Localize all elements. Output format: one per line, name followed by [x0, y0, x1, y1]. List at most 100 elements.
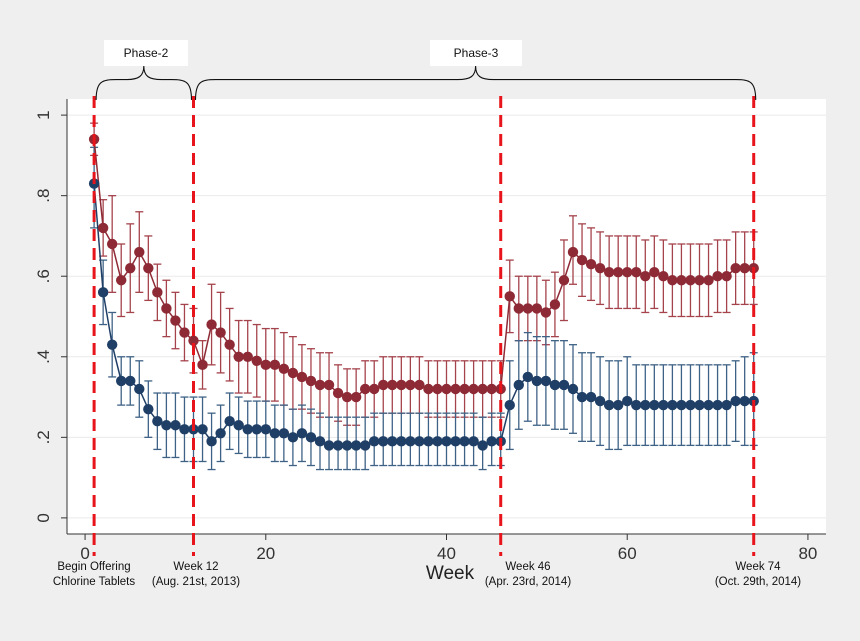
- series-red-point: [676, 275, 687, 286]
- x-tick-label: 0: [80, 544, 89, 563]
- series-red-point: [486, 383, 497, 395]
- series-blue-point: [134, 383, 145, 395]
- series-blue-point: [359, 440, 371, 451]
- series-red-point: [170, 315, 181, 326]
- series-red-point: [97, 222, 109, 234]
- y-tick-label: 1: [34, 110, 53, 119]
- series-red-point: [206, 319, 217, 330]
- annotation-week12: Week 12 (Aug. 21st, 2013): [140, 560, 252, 590]
- annotation-week46-line1: Week 46: [505, 561, 551, 573]
- series-blue-point: [649, 399, 660, 411]
- series-red-point: [694, 275, 705, 286]
- series-red-point: [549, 299, 561, 310]
- series-blue-point: [739, 395, 750, 407]
- series-blue-point: [612, 399, 624, 411]
- series-red-point: [513, 303, 524, 314]
- series-blue-point: [703, 399, 714, 411]
- series-red-point: [721, 271, 732, 282]
- series-blue-point: [432, 436, 443, 447]
- annotation-week74-line2: (Oct. 29th, 2014): [714, 576, 802, 588]
- series-red-point: [369, 383, 380, 395]
- series-blue-point: [414, 436, 425, 447]
- series-red-point: [730, 262, 741, 274]
- series-blue-point: [287, 432, 299, 443]
- series-blue-point: [486, 436, 497, 447]
- series-red-point: [522, 303, 534, 314]
- series-blue-point: [143, 403, 154, 415]
- series-red-point: [468, 383, 479, 395]
- series-red-point: [106, 238, 118, 250]
- series-red-point: [287, 367, 299, 379]
- y-tick-label: .4: [34, 350, 53, 364]
- series-red-point: [477, 383, 488, 395]
- series-red-point: [387, 379, 398, 391]
- series-blue-point: [504, 399, 515, 411]
- series-red-point: [134, 246, 145, 258]
- series-blue-point: [549, 379, 561, 391]
- series-blue-point: [405, 436, 416, 447]
- series-blue-point: [622, 395, 633, 407]
- annotation-week12-line2: (Aug. 21st, 2013): [151, 576, 241, 588]
- series-blue-point: [197, 424, 208, 435]
- series-blue-point: [522, 371, 534, 383]
- y-tick-label: .2: [34, 430, 53, 444]
- series-blue-point: [314, 436, 326, 447]
- series-red-point: [242, 351, 253, 362]
- annotation-begin-line2: Chlorine Tablets: [52, 576, 136, 588]
- series-red-point: [143, 262, 154, 274]
- series-blue-point: [152, 416, 163, 427]
- x-tick-label: 80: [798, 544, 817, 563]
- series-blue-point: [106, 339, 118, 350]
- series-blue-point: [513, 379, 524, 391]
- series-red-point: [558, 275, 570, 286]
- series-blue-point: [206, 436, 217, 447]
- series-red-point: [233, 351, 244, 362]
- series-blue-point: [540, 375, 552, 387]
- series-red-point: [667, 275, 678, 286]
- series-blue-point: [350, 440, 362, 451]
- series-red-point: [622, 266, 633, 278]
- series-blue-point: [631, 399, 642, 411]
- series-red-point: [179, 327, 190, 338]
- series-blue-point: [260, 424, 271, 435]
- series-blue-point: [658, 399, 669, 411]
- series-red-point: [305, 375, 317, 387]
- series-red-point: [585, 258, 597, 270]
- series-red-point: [152, 287, 163, 298]
- series-red-point: [197, 359, 208, 371]
- series-blue-point: [730, 395, 741, 407]
- series-blue-point: [97, 287, 109, 298]
- series-red-point: [567, 246, 579, 258]
- series-red-point: [332, 387, 344, 399]
- y-tick-label: 0: [34, 513, 53, 522]
- series-blue-point: [667, 399, 678, 411]
- series-red-point: [359, 383, 371, 395]
- series-blue-point: [450, 436, 461, 447]
- series-red-point: [215, 327, 226, 338]
- series-red-point: [640, 271, 651, 282]
- series-blue-point: [387, 436, 398, 447]
- series-blue-point: [396, 436, 407, 447]
- series-blue-point: [531, 375, 543, 387]
- series-red-point: [116, 275, 127, 286]
- annotation-begin-line1: Begin Offering: [57, 561, 131, 573]
- series-blue-point: [341, 440, 353, 451]
- series-blue-point: [305, 432, 317, 443]
- series-blue-point: [685, 399, 696, 411]
- series-red-point: [341, 391, 353, 403]
- y-tick-label: .6: [34, 269, 53, 283]
- series-blue-point: [161, 420, 172, 431]
- x-tick-label: 20: [256, 544, 275, 563]
- annotation-week74: Week 74 (Oct. 29th, 2014): [700, 560, 816, 590]
- series-red-point: [540, 307, 552, 318]
- series-blue-point: [603, 399, 615, 411]
- x-tick-label: 60: [618, 544, 637, 563]
- annotation-week46: Week 46 (Apr. 23rd, 2014): [472, 560, 584, 590]
- series-blue-point: [332, 440, 344, 451]
- phase-3-label: Phase-3: [430, 40, 522, 66]
- series-red-point: [188, 335, 199, 346]
- series-red-point: [396, 379, 407, 391]
- series-blue-point: [694, 399, 705, 411]
- series-red-point: [631, 266, 642, 278]
